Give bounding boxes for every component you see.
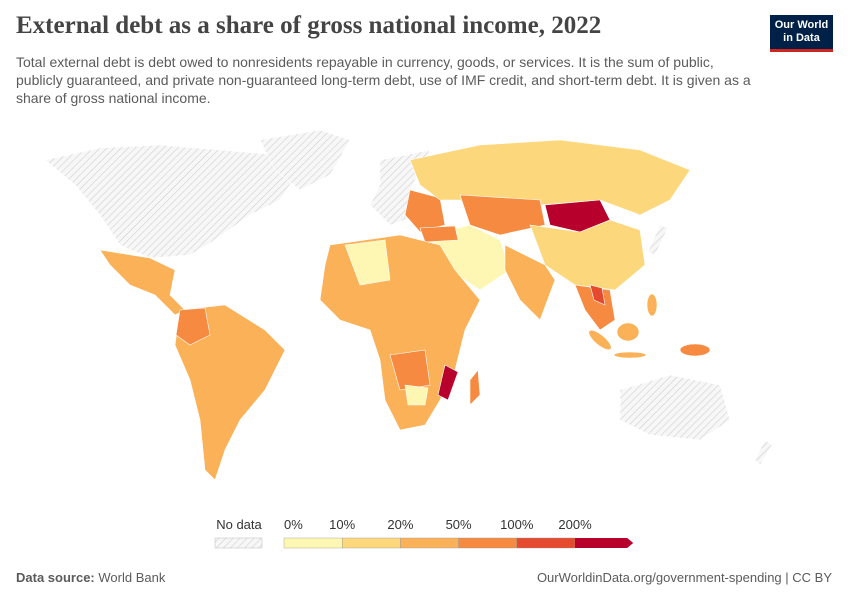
algeria [344,239,391,286]
legend-label: 10% [329,517,355,532]
legend-swatch [575,538,634,548]
footer-url[interactable]: OurWorldinData.org/government-spending |… [536,570,832,585]
logo-line: Our World [774,19,829,31]
japan [647,224,669,256]
north-america [44,144,301,259]
footer-source: Data source: World Bank [16,570,165,585]
title: External debt as a share of gross nation… [16,12,602,39]
java [613,351,647,359]
laos [589,284,606,306]
philippines [646,293,658,317]
legend-label: 200% [558,517,592,532]
new-zealand [754,439,773,466]
china [529,219,646,291]
papua [679,343,711,357]
southeast-asia [574,284,616,331]
turkey [419,225,459,243]
source: World Bank [98,570,166,585]
countries [44,129,773,481]
central-america [99,249,186,316]
logo[interactable]: Our World in Data [770,15,833,52]
legend: No data 0% 10% 20% 50% 100% 200% [214,517,634,549]
legend-swatch [283,537,343,549]
greenland [259,129,351,191]
source-label: Data source: [16,570,95,585]
legend-no-data-label: No data [216,517,262,532]
legend-label: 0% [284,517,303,532]
subtitle: Total external debt is debt owed to nonr… [16,54,751,106]
legend-swatch [400,537,459,549]
sumatra [588,329,612,351]
colombia [175,307,211,346]
central-asia [459,194,546,236]
legend-label: 100% [500,517,534,532]
legend-no-data-swatch [214,537,263,549]
madagascar [469,369,481,406]
botswana [404,384,429,406]
mozambique [437,364,459,401]
logo-line: in Data [783,32,820,44]
borneo [616,322,640,342]
legend-label: 50% [446,517,472,532]
south-america [174,304,286,481]
central-africa [389,349,431,391]
legend-swatch [516,537,576,549]
legend-swatch [342,537,401,549]
india [504,244,556,321]
russia [409,139,691,216]
legend-swatch [458,537,518,549]
legend-label: 20% [387,517,413,532]
australia [619,374,731,441]
